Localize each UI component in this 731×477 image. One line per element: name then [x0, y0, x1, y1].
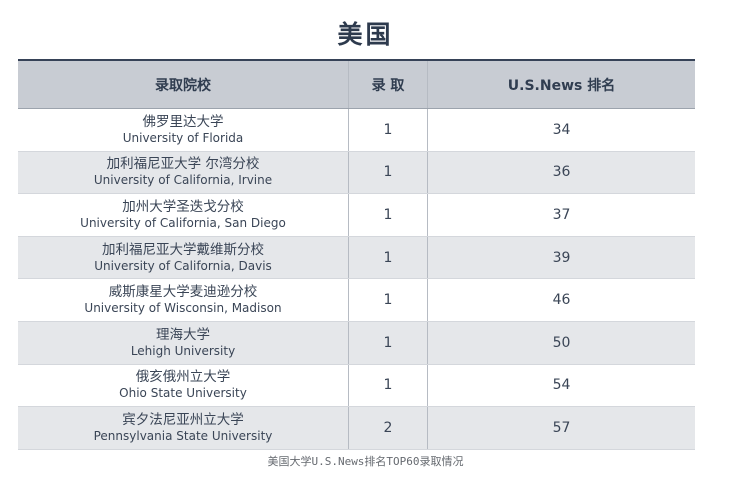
school-name-en: Lehigh University	[130, 343, 236, 358]
rank-value: 54	[552, 377, 571, 394]
table-row: 宾夕法尼亚州立大学 Pennsylvania State University …	[18, 407, 695, 450]
admitted-count: 1	[383, 164, 393, 181]
school-name-en: University of Wisconsin, Madison	[84, 301, 282, 316]
school-cell: 佛罗里达大学 University of Florida	[18, 109, 349, 151]
header-rank: U.S.News 排名	[507, 77, 616, 94]
admitted-cell: 1	[349, 151, 428, 194]
rank-cell: 50	[428, 322, 695, 364]
rank-value: 50	[552, 334, 571, 351]
school-cell: 理海大学 Lehigh University	[18, 321, 349, 364]
rank-value: 37	[552, 206, 571, 223]
admissions-table: 录取院校 录 取 U.S.News 排名 佛罗里达大学 University o…	[18, 59, 695, 450]
admitted-count: 1	[383, 249, 393, 266]
school-name-cn: 宾夕法尼亚州立大学	[122, 411, 244, 428]
school-name-cn: 理海大学	[156, 326, 210, 343]
rank-cell: 39	[428, 237, 695, 279]
rank-value: 34	[552, 121, 571, 138]
rank-value: 46	[552, 292, 571, 309]
school-name-cn: 威斯康星大学麦迪逊分校	[108, 284, 258, 301]
admitted-count: 1	[383, 334, 393, 351]
school-cell: 威斯康星大学麦迪逊分校 University of Wisconsin, Mad…	[18, 279, 349, 321]
school-name-cn: 加州大学圣迭戈分校	[122, 198, 244, 215]
admitted-cell: 2	[349, 407, 428, 449]
admitted-count: 1	[383, 377, 393, 394]
school-name-en: Pennsylvania State University	[93, 428, 273, 443]
table-row: 加州大学圣迭戈分校 University of California, San …	[18, 194, 695, 237]
school-name-cn: 俄亥俄州立大学	[135, 369, 231, 386]
school-cell: 宾夕法尼亚州立大学 Pennsylvania State University	[18, 407, 349, 449]
admitted-cell: 1	[349, 321, 428, 364]
school-cell: 加利福尼亚大学 尔湾分校 University of California, I…	[18, 151, 349, 194]
header-school: 录取院校	[18, 61, 349, 108]
admitted-count: 1	[383, 292, 393, 309]
table-row: 理海大学 Lehigh University 1 50	[18, 321, 695, 365]
admitted-count: 1	[383, 121, 393, 138]
table-row: 威斯康星大学麦迪逊分校 University of Wisconsin, Mad…	[18, 279, 695, 322]
table-row: 俄亥俄州立大学 Ohio State University 1 54	[18, 364, 695, 408]
rank-cell: 46	[428, 279, 695, 321]
table-header: 录取院校 录 取 U.S.News 排名	[18, 61, 695, 109]
admitted-count: 2	[383, 419, 393, 436]
school-name-en: University of Florida	[122, 130, 244, 145]
admitted-cell: 1	[349, 109, 428, 151]
school-name-en: University of California, Davis	[94, 258, 272, 273]
table-caption: 美国大学U.S.News排名TOP60录取情况	[267, 455, 464, 468]
table-row: 加利福尼亚大学戴维斯分校 University of California, D…	[18, 236, 695, 280]
rank-value: 57	[552, 419, 571, 436]
table-body: 佛罗里达大学 University of Florida 1 34 加利福尼亚大…	[18, 109, 695, 450]
admitted-cell: 1	[349, 194, 428, 236]
admitted-count: 1	[383, 206, 393, 223]
admitted-cell: 1	[349, 236, 428, 279]
table-row: 加利福尼亚大学 尔湾分校 University of California, I…	[18, 151, 695, 195]
school-name-en: Ohio State University	[119, 386, 247, 401]
school-cell: 俄亥俄州立大学 Ohio State University	[18, 364, 349, 407]
rank-cell: 54	[428, 365, 695, 407]
admitted-cell: 1	[349, 279, 428, 321]
school-cell: 加利福尼亚大学戴维斯分校 University of California, D…	[18, 236, 349, 279]
rank-value: 39	[552, 249, 571, 266]
school-name-cn: 加利福尼亚大学戴维斯分校	[102, 241, 264, 258]
school-name-cn: 加利福尼亚大学 尔湾分校	[106, 156, 260, 173]
page-title: 美国	[337, 20, 394, 49]
rank-cell: 37	[428, 194, 695, 236]
school-name-en: University of California, San Diego	[80, 215, 286, 230]
admitted-cell: 1	[349, 364, 428, 407]
school-name-en: University of California, Irvine	[93, 173, 273, 188]
header-admitted: 录 取	[349, 61, 428, 108]
school-cell: 加州大学圣迭戈分校 University of California, San …	[18, 194, 349, 236]
table-row: 佛罗里达大学 University of Florida 1 34	[18, 109, 695, 152]
rank-cell: 34	[428, 109, 695, 151]
rank-value: 36	[552, 164, 571, 181]
rank-cell: 57	[428, 407, 695, 449]
rank-cell: 36	[428, 152, 695, 194]
school-name-cn: 佛罗里达大学	[142, 113, 224, 130]
